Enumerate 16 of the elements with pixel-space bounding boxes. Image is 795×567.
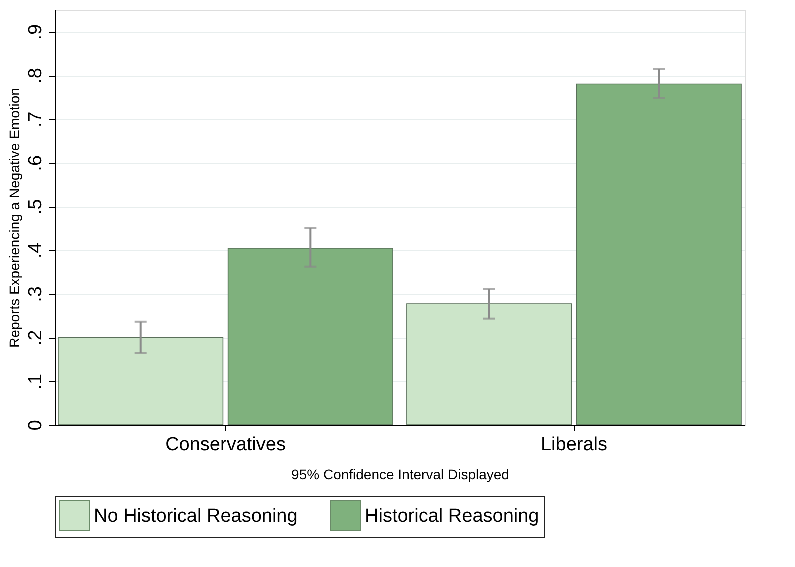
x-axis-title: 95% Confidence Interval Displayed	[292, 466, 510, 482]
x-tick-label: Conservatives	[166, 434, 286, 456]
y-tick-label: .6	[26, 155, 46, 172]
y-tick-label: .5	[26, 199, 46, 216]
y-tick-label: 0	[26, 420, 46, 431]
x-tick-label: Liberals	[540, 434, 608, 456]
legend-label: No Historical Reasoning	[94, 506, 298, 527]
y-tick-label: .4	[26, 242, 46, 259]
y-tick-label: .9	[26, 24, 46, 40]
y-tick-label: .2	[26, 330, 46, 346]
y-tick-label: .1	[26, 374, 46, 390]
y-tick-label: .7	[26, 112, 46, 128]
legend-label: Historical Reasoning	[365, 506, 540, 527]
y-tick-label: .8	[26, 68, 46, 84]
y-axis-title: Reports Experiencing a Negative Emotion	[6, 88, 22, 348]
y-tick-label: .3	[26, 286, 46, 302]
